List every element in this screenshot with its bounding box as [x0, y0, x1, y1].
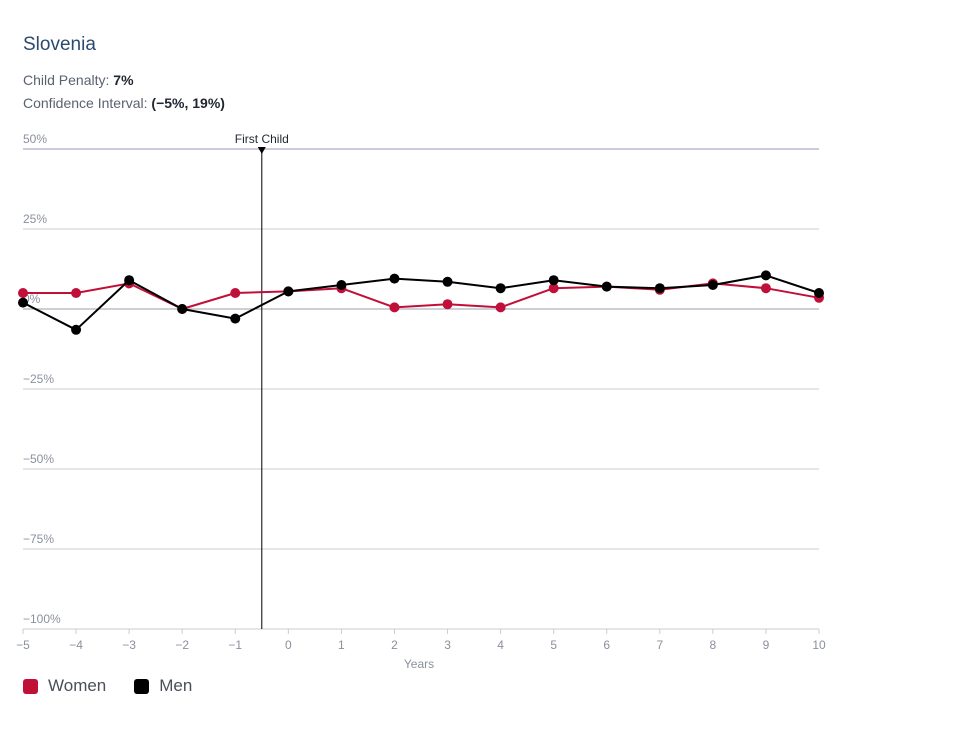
data-point-women	[71, 288, 82, 298]
x-tick-label: 4	[497, 638, 504, 652]
data-point-women	[548, 283, 559, 294]
data-point-men	[495, 283, 506, 294]
data-point-women	[495, 302, 506, 313]
data-point-women	[389, 302, 400, 313]
data-point-men	[389, 273, 400, 284]
x-tick-label: −3	[122, 638, 136, 652]
data-point-women	[18, 288, 28, 298]
x-tick-label: 2	[391, 638, 398, 652]
confidence-interval-value: (−5%, 19%)	[151, 95, 225, 111]
data-point-women	[760, 283, 771, 294]
data-point-men	[760, 270, 771, 281]
x-tick-label: 3	[444, 638, 451, 652]
data-point-men	[177, 304, 188, 314]
x-tick-label: 9	[763, 638, 770, 652]
child-penalty-stat: Child Penalty: 7%	[23, 72, 134, 88]
child-penalty-label: Child Penalty:	[23, 72, 110, 88]
x-tick-label: −5	[16, 638, 30, 652]
x-tick-label: 5	[550, 638, 557, 652]
first-child-label: First Child	[235, 132, 289, 146]
series-line-men	[22, 274, 820, 331]
data-point-men	[124, 275, 135, 286]
data-point-men	[654, 283, 665, 294]
x-tick-label: −4	[69, 638, 83, 652]
y-tick-label: −25%	[23, 372, 54, 386]
y-tick-label: −50%	[23, 452, 54, 466]
data-point-men	[814, 288, 824, 298]
x-tick-label: 7	[656, 638, 663, 652]
data-point-men	[230, 313, 241, 324]
x-tick-label: 0	[285, 638, 292, 652]
x-tick-label: 8	[710, 638, 717, 652]
x-tick-label: 6	[603, 638, 610, 652]
data-point-men	[601, 281, 612, 292]
data-point-men	[707, 280, 718, 290]
y-tick-label: 50%	[23, 132, 47, 146]
chart-legend: Women Men	[23, 676, 192, 696]
legend-item-men[interactable]: Men	[134, 676, 192, 696]
confidence-interval-stat: Confidence Interval: (−5%, 19%)	[23, 95, 225, 111]
x-axis-title: Years	[404, 657, 434, 671]
data-point-men	[283, 286, 294, 297]
y-tick-label: 25%	[23, 212, 47, 226]
child-penalty-value: 7%	[113, 72, 134, 88]
y-tick-label: −75%	[23, 532, 54, 546]
data-point-men	[18, 297, 28, 308]
x-tick-label: 1	[338, 638, 345, 652]
men-swatch	[134, 678, 150, 694]
data-point-men	[548, 275, 559, 286]
data-point-men	[336, 280, 347, 290]
x-tick-label: 10	[812, 638, 826, 652]
confidence-interval-label: Confidence Interval:	[23, 95, 148, 111]
data-point-women	[230, 288, 241, 298]
data-point-men	[71, 324, 82, 335]
legend-label-men: Men	[159, 676, 193, 695]
data-point-women	[442, 299, 453, 310]
legend-label-women: Women	[48, 676, 107, 695]
x-tick-label: −2	[175, 638, 189, 652]
data-point-men	[442, 276, 453, 287]
chart-title: Slovenia	[23, 34, 96, 55]
x-tick-label: −1	[228, 638, 242, 652]
legend-item-women[interactable]: Women	[23, 676, 106, 696]
women-swatch	[23, 678, 38, 694]
y-tick-label: −100%	[23, 612, 61, 626]
first-child-arrow-icon	[257, 147, 266, 154]
